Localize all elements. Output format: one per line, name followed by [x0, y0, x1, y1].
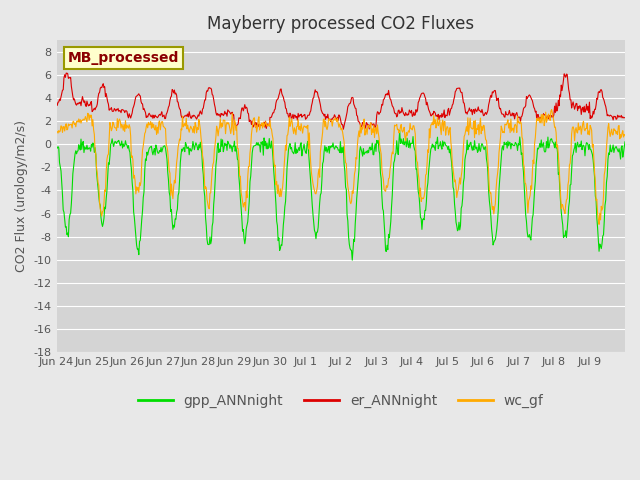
wc_gf [252, 122, 260, 128]
Title: Mayberry processed CO2 Fluxes: Mayberry processed CO2 Fluxes [207, 15, 474, 33]
wc_gf [431, 117, 439, 123]
Legend: gpp_ANNnight, er_ANNnight, wc_gf: gpp_ANNnight, er_ANNnight, wc_gf [132, 389, 549, 414]
gpp_ANNnight [348, 257, 356, 263]
Text: MB_processed: MB_processed [68, 51, 179, 65]
er_ANNnight [120, 108, 128, 113]
er_ANNnight [225, 108, 232, 114]
wc_gf [399, 127, 407, 133]
gpp_ANNnight [224, 138, 232, 144]
wc_gf [224, 121, 232, 127]
er_ANNnight [52, 100, 60, 106]
gpp_ANNnight [401, 139, 409, 145]
er_ANNnight [253, 120, 260, 126]
er_ANNnight [340, 126, 348, 132]
gpp_ANNnight [252, 143, 260, 148]
Y-axis label: CO2 Flux (urology/m2/s): CO2 Flux (urology/m2/s) [15, 120, 28, 272]
gpp_ANNnight [273, 223, 281, 228]
Line: wc_gf: wc_gf [56, 109, 625, 224]
gpp_ANNnight [396, 128, 404, 133]
wc_gf [595, 221, 603, 227]
er_ANNnight [275, 96, 282, 101]
Line: gpp_ANNnight: gpp_ANNnight [56, 131, 625, 260]
gpp_ANNnight [120, 141, 127, 147]
Line: er_ANNnight: er_ANNnight [56, 73, 625, 129]
gpp_ANNnight [621, 139, 629, 144]
er_ANNnight [433, 113, 440, 119]
wc_gf [120, 127, 127, 133]
er_ANNnight [62, 70, 70, 76]
gpp_ANNnight [52, 146, 60, 152]
gpp_ANNnight [433, 141, 440, 146]
er_ANNnight [621, 115, 629, 120]
wc_gf [273, 191, 281, 196]
wc_gf [548, 107, 556, 112]
er_ANNnight [401, 113, 409, 119]
wc_gf [52, 129, 60, 134]
wc_gf [621, 132, 629, 138]
